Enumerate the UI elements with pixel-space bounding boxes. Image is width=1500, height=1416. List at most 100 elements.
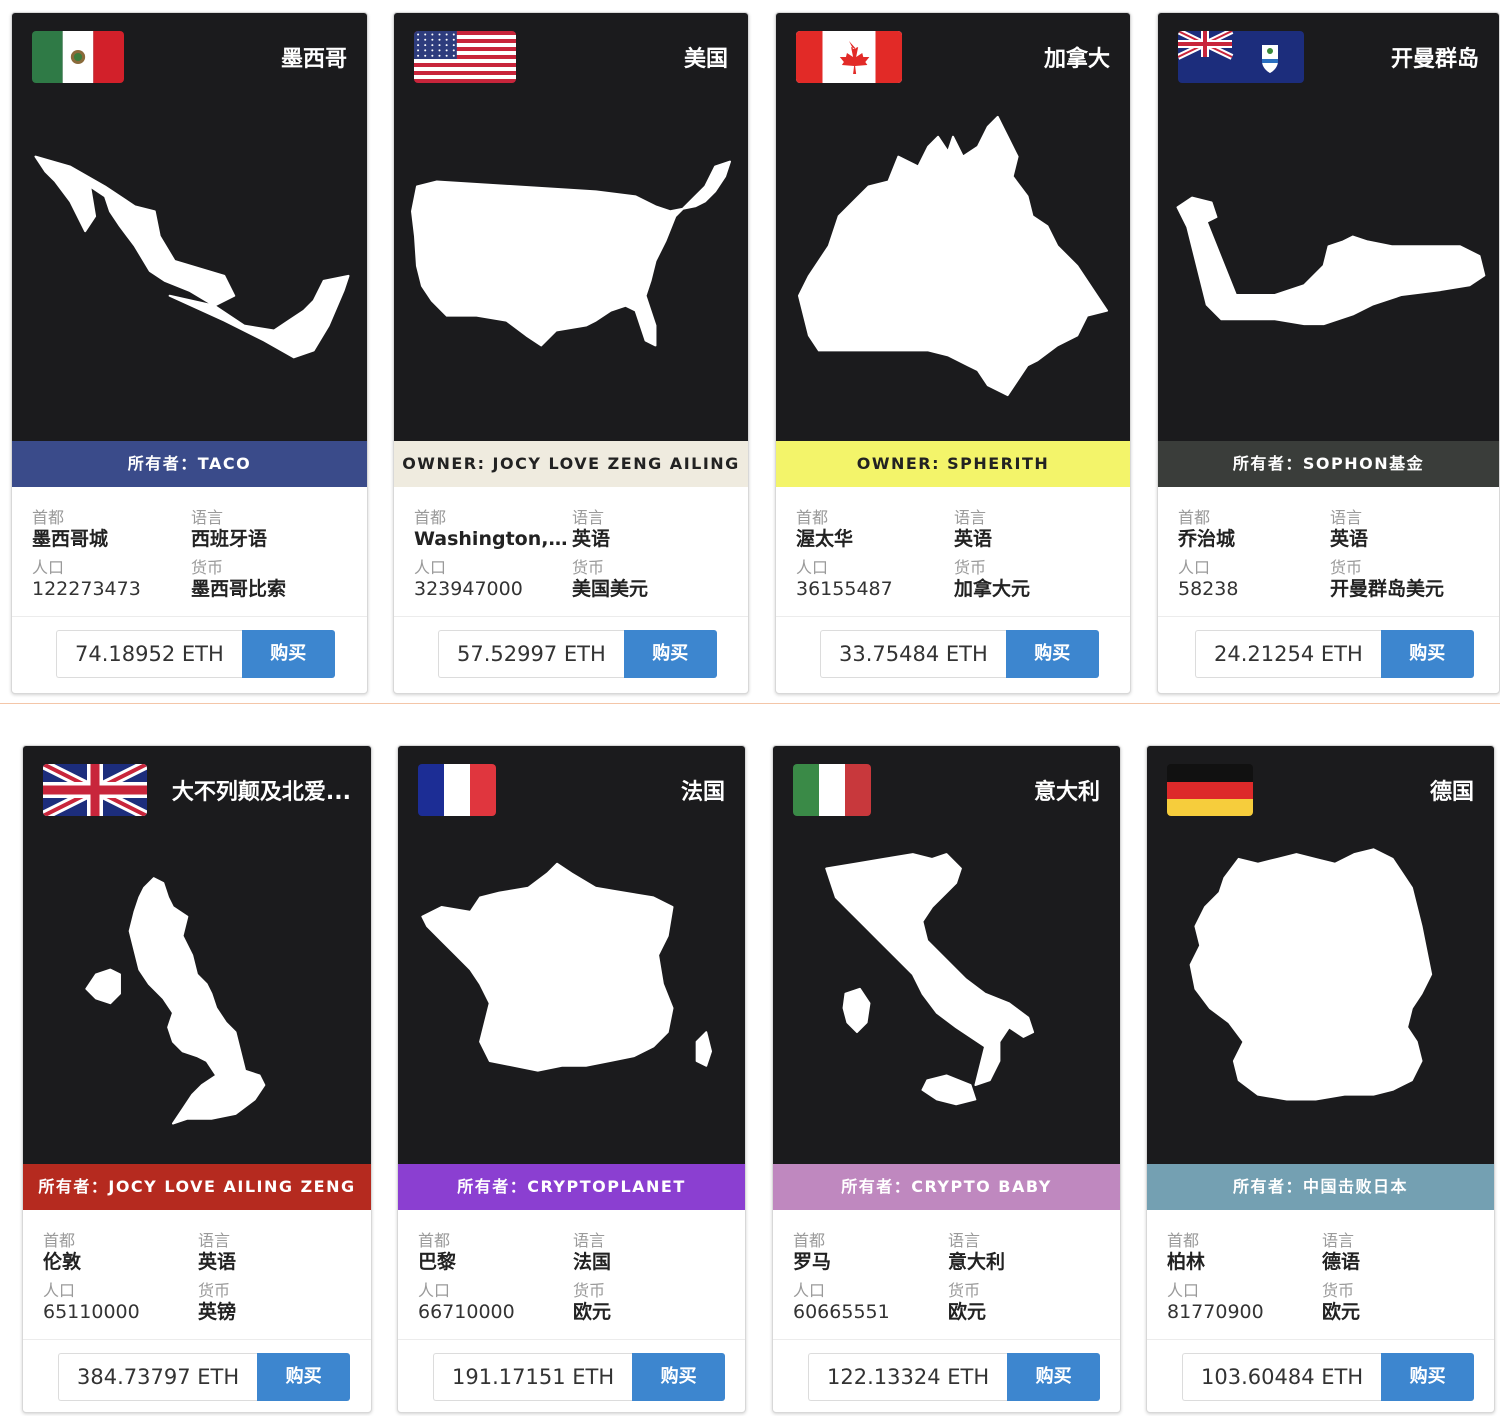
language-value: 意大利	[948, 1251, 1006, 1273]
currency-label: 货币	[191, 558, 224, 577]
capital-label: 首都	[43, 1231, 76, 1250]
price-display: 122.13324 ETH	[808, 1353, 1008, 1401]
uk-map-icon	[23, 830, 371, 1138]
country-info: 首都 Washington, D.... 语言 英语 人口 323947000 …	[394, 487, 748, 617]
population-label: 人口	[43, 1281, 76, 1300]
buy-row: 191.17151 ETH 购买	[398, 1340, 745, 1412]
buy-button[interactable]: 购买	[257, 1353, 351, 1401]
card-hero: 法国	[398, 746, 745, 1164]
card-hero: 墨西哥	[12, 13, 367, 441]
capital-label: 首都	[1167, 1231, 1200, 1250]
country-card[interactable]: 加拿大 OWNER: SPHERITH 首都 渥太华 语言 英语 人口 3615…	[775, 12, 1131, 694]
buy-button[interactable]: 购买	[1381, 1353, 1475, 1401]
language-label: 语言	[1330, 508, 1363, 527]
language-value: 英语	[1330, 528, 1369, 550]
country-card[interactable]: 意大利 所有者：CRYPTO BABY 首都 罗马 语言 意大利 人口 6066…	[772, 745, 1121, 1413]
price-display: 74.18952 ETH	[56, 630, 242, 678]
country-name: 德国	[1429, 780, 1474, 805]
price-display: 33.75484 ETH	[820, 630, 1006, 678]
capital-value: 柏林	[1167, 1251, 1206, 1273]
population-label: 人口	[793, 1281, 826, 1300]
card-hero: 大不列颠及北爱...	[23, 746, 371, 1164]
buy-row: 24.21254 ETH 购买	[1158, 617, 1499, 691]
currency-label: 货币	[954, 558, 987, 577]
country-info: 首都 乔治城 语言 英语 人口 58238 货币 开曼群岛美元	[1158, 487, 1499, 617]
buy-button[interactable]: 购买	[1007, 1353, 1101, 1401]
language-label: 语言	[191, 508, 224, 527]
card-hero: 德国	[1147, 746, 1494, 1164]
population-value: 60665551	[793, 1301, 890, 1323]
buy-row: 122.13324 ETH 购买	[773, 1340, 1120, 1412]
owner-banner: 所有者：JOCY LOVE AILING ZENG	[23, 1164, 371, 1210]
capital-value: 墨西哥城	[32, 528, 109, 550]
price-display: 103.60484 ETH	[1182, 1353, 1382, 1401]
country-card[interactable]: 开曼群岛 所有者：SOPHON基金 首都 乔治城 语言 英语 人口 58238 …	[1157, 12, 1500, 694]
currency-label: 货币	[573, 1281, 606, 1300]
capital-value: 罗马	[793, 1251, 832, 1273]
capital-value: 乔治城	[1178, 528, 1236, 550]
price-display: 57.52997 ETH	[438, 630, 624, 678]
country-info: 首都 墨西哥城 语言 西班牙语 人口 122273473 货币 墨西哥比索	[12, 487, 367, 617]
capital-value: 伦敦	[43, 1251, 82, 1273]
card-hero: 开曼群岛	[1158, 13, 1499, 441]
population-value: 65110000	[43, 1301, 140, 1323]
card-hero: 加拿大	[776, 13, 1130, 441]
capital-value: 渥太华	[796, 528, 854, 550]
owner-banner: OWNER: JOCY LOVE ZENG AILING	[394, 441, 748, 487]
card-hero: 美国	[394, 13, 748, 441]
language-label: 语言	[198, 1231, 231, 1250]
capital-label: 首都	[418, 1231, 451, 1250]
population-value: 323947000	[414, 578, 523, 600]
buy-button[interactable]: 购买	[1380, 630, 1474, 678]
buy-row: 103.60484 ETH 购买	[1147, 1340, 1494, 1412]
country-card[interactable]: 德国 所有者：中国击败日本 首都 柏林 语言 德语 人口 81770900 货币…	[1146, 745, 1495, 1413]
buy-button[interactable]: 购买	[1005, 630, 1099, 678]
buy-button[interactable]: 购买	[632, 1353, 726, 1401]
country-card[interactable]: 墨西哥 所有者：TACO 首都 墨西哥城 语言 西班牙语 人口 12227347…	[11, 12, 368, 694]
currency-label: 货币	[572, 558, 605, 577]
buy-row: 57.52997 ETH 购买	[394, 617, 748, 691]
language-value: 英语	[572, 528, 611, 550]
country-info: 首都 罗马 语言 意大利 人口 60665551 货币 欧元	[773, 1210, 1120, 1340]
owner-banner: 所有者：SOPHON基金	[1158, 441, 1499, 487]
capital-label: 首都	[793, 1231, 826, 1250]
owner-banner: 所有者：中国击败日本	[1147, 1164, 1494, 1210]
capital-label: 首都	[1178, 508, 1211, 527]
owner-banner: 所有者：CRYPTOPLANET	[398, 1164, 745, 1210]
currency-value: 英镑	[198, 1301, 237, 1323]
currency-value: 开曼群岛美元	[1330, 578, 1445, 600]
language-value: 英语	[954, 528, 993, 550]
population-label: 人口	[32, 558, 65, 577]
country-info: 首都 渥太华 语言 英语 人口 36155487 货币 加拿大元	[776, 487, 1130, 617]
population-value: 122273473	[32, 578, 141, 600]
country-info: 首都 巴黎 语言 法国 人口 66710000 货币 欧元	[398, 1210, 745, 1340]
country-info: 首都 伦敦 语言 英语 人口 65110000 货币 英镑	[23, 1210, 371, 1340]
currency-value: 欧元	[573, 1301, 612, 1323]
country-card[interactable]: 大不列颠及北爱... 所有者：JOCY LOVE AILING ZENG 首都 …	[22, 745, 372, 1413]
country-name: 法国	[680, 780, 725, 805]
currency-value: 欧元	[1322, 1301, 1361, 1323]
population-value: 66710000	[418, 1301, 515, 1323]
population-label: 人口	[418, 1281, 451, 1300]
population-value: 36155487	[796, 578, 893, 600]
price-display: 191.17151 ETH	[433, 1353, 633, 1401]
buy-button[interactable]: 购买	[241, 630, 335, 678]
owner-banner: 所有者：CRYPTO BABY	[773, 1164, 1120, 1210]
buy-row: 74.18952 ETH 购买	[12, 617, 367, 691]
mexico-map-icon	[12, 97, 367, 415]
france-map-icon	[398, 830, 745, 1138]
country-card[interactable]: 美国 OWNER: JOCY LOVE ZENG AILING 首都 Washi…	[393, 12, 749, 694]
currency-label: 货币	[1330, 558, 1363, 577]
usa-map-icon	[394, 97, 748, 415]
currency-value: 墨西哥比索	[191, 578, 287, 600]
row-divider	[0, 703, 1500, 704]
mexico-flag-icon	[32, 31, 124, 83]
price-display: 24.21254 ETH	[1195, 630, 1381, 678]
buy-button[interactable]: 购买	[623, 630, 717, 678]
buy-row: 384.73797 ETH 购买	[23, 1340, 371, 1412]
currency-label: 货币	[1322, 1281, 1355, 1300]
currency-value: 美国美元	[572, 578, 649, 600]
country-card[interactable]: 法国 所有者：CRYPTOPLANET 首都 巴黎 语言 法国 人口 66710…	[397, 745, 746, 1413]
italy-flag-icon	[793, 764, 871, 816]
population-label: 人口	[796, 558, 829, 577]
